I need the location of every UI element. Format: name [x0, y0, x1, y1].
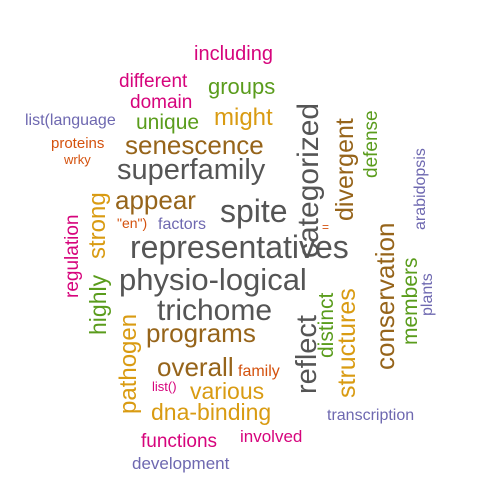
word-appear: appear — [115, 185, 196, 215]
word-wrky: wrky — [64, 152, 91, 167]
word-highly: highly — [85, 274, 111, 335]
word-structures: structures — [333, 288, 361, 398]
word-transcription: transcription — [327, 407, 415, 424]
word-representatives: representatives — [130, 229, 349, 265]
word-development: development — [132, 454, 230, 473]
word-including: including — [194, 43, 273, 65]
word-strong: strong — [84, 192, 111, 259]
word-pathogen: pathogen — [115, 313, 142, 414]
word-list-language: list(language — [25, 112, 116, 129]
word-categorized: categorized — [292, 102, 325, 258]
word-might: might — [214, 104, 273, 131]
word-conservation: conservation — [370, 222, 400, 370]
word-list-empty: list() — [152, 379, 177, 394]
word-involved: involved — [240, 427, 303, 446]
word-unique: unique — [136, 111, 200, 134]
word-overall: overall — [157, 352, 234, 382]
word-members: members — [399, 257, 422, 345]
word-divergent: divergent — [331, 118, 359, 221]
word-trichome: trichome — [157, 294, 273, 327]
word-defense: defense — [361, 110, 382, 178]
word-proteins: proteins — [51, 135, 105, 152]
word-programs: programs — [146, 318, 256, 348]
word-groups: groups — [208, 74, 276, 99]
word-domain: domain — [130, 92, 193, 113]
word-spite: spite — [220, 193, 288, 229]
word-factors: factors — [158, 216, 207, 233]
word-en: "en") — [117, 215, 148, 231]
word-regulation: regulation — [62, 214, 83, 298]
word-plants: plants — [419, 273, 436, 316]
word-functions: functions — [141, 431, 218, 452]
word-superfamily: superfamily — [117, 154, 266, 186]
word-different: different — [119, 71, 188, 92]
word-arabidopsis: arabidopsis — [412, 148, 429, 230]
word-physio-logical: physio-logical — [119, 262, 307, 297]
word-dna-binding: dna-binding — [151, 399, 272, 425]
word-various: various — [190, 378, 265, 404]
word-senescence: senescence — [125, 130, 264, 160]
word-equals: = — [322, 220, 330, 234]
word-family: family — [238, 363, 280, 380]
